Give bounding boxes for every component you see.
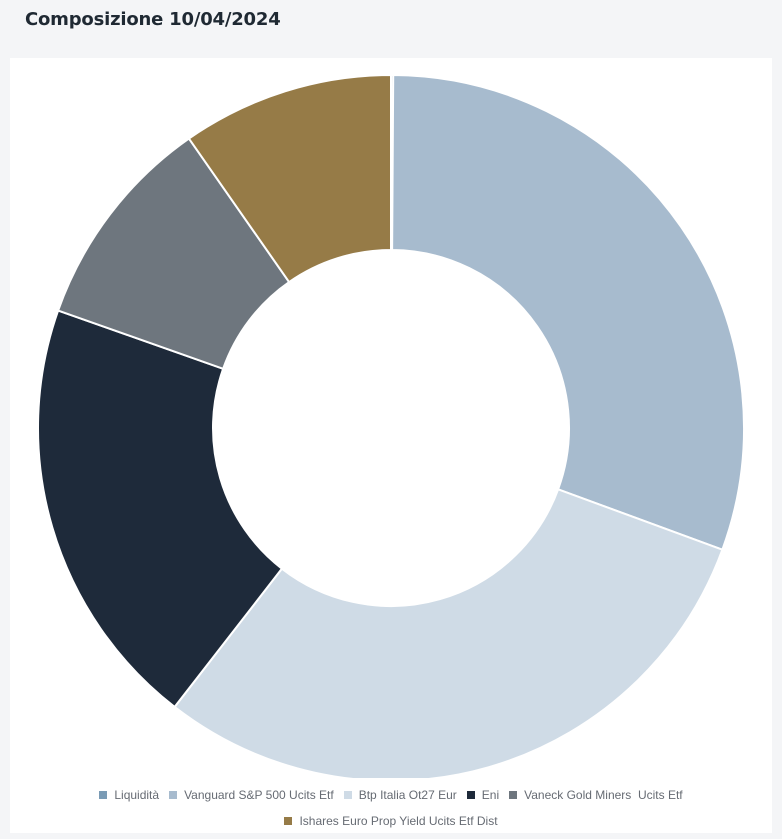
donut-slice-6[interactable] (187, 73, 392, 284)
donut-slice-2[interactable] (391, 73, 745, 551)
donut-slice-4[interactable] (37, 309, 284, 709)
header: Composizione 10/04/2024 (0, 0, 782, 56)
legend-item-6[interactable]: Ishares Euro Prop Yield Ucits Etf Dist (284, 814, 498, 828)
legend-swatch-icon (509, 791, 518, 799)
legend-label: Btp Italia Ot27 Eur (358, 788, 457, 802)
donut-slice-5[interactable] (56, 137, 291, 371)
legend-item-5[interactable]: Vaneck Gold Miners Ucits Etf (509, 788, 683, 802)
legend-label: Vaneck Gold Miners Ucits Etf (524, 788, 683, 802)
legend-label: Vanguard S&P 500 Ucits Etf (184, 788, 334, 802)
chart-card: Liquidità Vanguard S&P 500 Ucits Etf Btp I… (10, 58, 772, 833)
legend-swatch-icon (466, 791, 475, 799)
legend-item-4[interactable]: Eni (466, 788, 500, 802)
donut-chart (37, 73, 745, 778)
donut-slice-3[interactable] (173, 488, 724, 778)
legend-swatch-icon (169, 791, 178, 799)
legend-label: Ishares Euro Prop Yield Ucits Etf Dist (299, 814, 498, 828)
legend-swatch-icon (343, 791, 352, 799)
page-title: Composizione 10/04/2024 (25, 9, 281, 30)
chart-legend: Liquidità Vanguard S&P 500 Ucits Etf Btp I… (30, 788, 752, 828)
legend-swatch-icon (99, 791, 108, 799)
legend-label: Liquidità (114, 788, 160, 802)
legend-item-1[interactable]: Liquidità (99, 788, 159, 802)
legend-item-2[interactable]: Vanguard S&P 500 Ucits Etf (169, 788, 334, 802)
legend-swatch-icon (284, 817, 293, 825)
legend-item-3[interactable]: Btp Italia Ot27 Eur (343, 788, 457, 802)
legend-label: Eni (481, 788, 500, 802)
